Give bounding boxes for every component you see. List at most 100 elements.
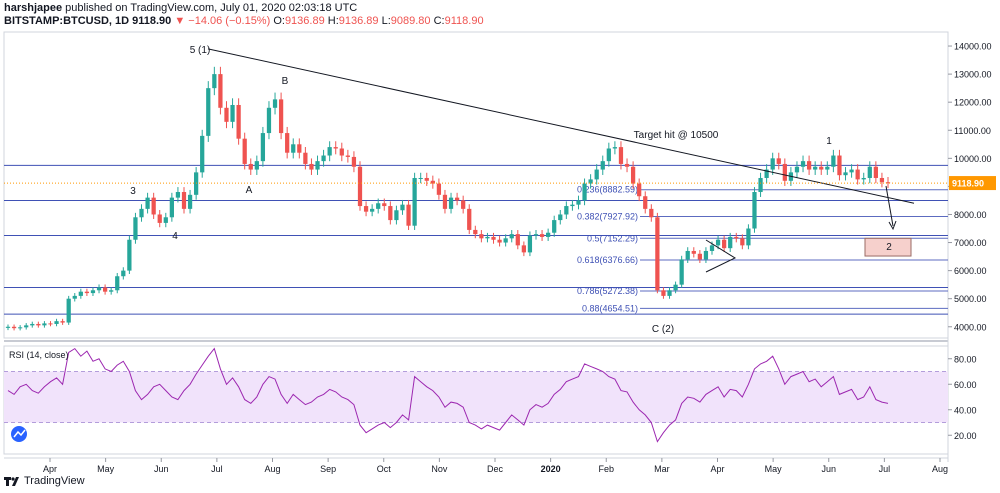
candle-body[interactable] — [546, 232, 551, 237]
candle-body[interactable] — [491, 236, 496, 240]
candle-body[interactable] — [576, 200, 581, 205]
candle-body[interactable] — [388, 206, 393, 221]
candle-body[interactable] — [333, 147, 338, 149]
candle-body[interactable] — [351, 156, 357, 167]
candle-body[interactable] — [691, 250, 696, 254]
candle-body[interactable] — [121, 270, 126, 277]
candle-body[interactable] — [370, 208, 375, 212]
candle-body[interactable] — [624, 163, 630, 167]
candle-body[interactable] — [600, 161, 605, 170]
candle-body[interactable] — [187, 194, 193, 209]
candle-body[interactable] — [303, 152, 308, 164]
candle-body[interactable] — [212, 74, 217, 89]
candle-body[interactable] — [30, 323, 35, 326]
candle-body[interactable] — [661, 290, 666, 296]
candle-body[interactable] — [109, 290, 114, 292]
candle-body[interactable] — [42, 323, 47, 326]
candle-body[interactable] — [740, 238, 745, 246]
candle-body[interactable] — [715, 239, 721, 246]
candle-body[interactable] — [169, 197, 174, 218]
candle-body[interactable] — [588, 179, 593, 184]
candle-body[interactable] — [630, 166, 636, 184]
candle-body[interactable] — [400, 204, 405, 211]
candle-body[interactable] — [509, 234, 514, 239]
triangle-pattern[interactable] — [705, 239, 737, 273]
candle-body[interactable] — [327, 147, 332, 156]
candle-body[interactable] — [254, 161, 259, 170]
candle-body[interactable] — [266, 107, 272, 134]
candle-body[interactable] — [479, 234, 484, 239]
candle-body[interactable] — [819, 166, 824, 170]
target-box[interactable] — [864, 237, 912, 257]
candle-body[interactable] — [357, 166, 363, 207]
candle-body[interactable] — [673, 284, 678, 291]
candle-body[interactable] — [145, 197, 150, 209]
candle-body[interactable] — [54, 321, 59, 324]
candle-body[interactable] — [867, 166, 872, 178]
candle-body[interactable] — [752, 192, 757, 229]
candle-body[interactable] — [5, 326, 11, 328]
candle-body[interactable] — [315, 161, 320, 170]
candle-body[interactable] — [776, 158, 781, 164]
candle-body[interactable] — [200, 135, 205, 173]
candle-body[interactable] — [218, 74, 223, 108]
candle-body[interactable] — [800, 161, 806, 167]
candle-body[interactable] — [782, 163, 787, 181]
candle-body[interactable] — [11, 326, 17, 329]
candle-body[interactable] — [394, 210, 399, 221]
candle-body[interactable] — [18, 327, 23, 329]
candle-body[interactable] — [703, 250, 709, 260]
candle-body[interactable] — [497, 239, 502, 243]
candle-body[interactable] — [84, 291, 90, 294]
candle-body[interactable] — [746, 228, 751, 246]
candle-body[interactable] — [115, 276, 120, 291]
candle-body[interactable] — [442, 194, 448, 209]
candle-body[interactable] — [339, 148, 344, 156]
candle-body[interactable] — [764, 169, 769, 178]
candle-body[interactable] — [709, 245, 715, 251]
candle-body[interactable] — [24, 325, 29, 328]
candle-body[interactable] — [72, 295, 77, 299]
candle-body[interactable] — [48, 323, 53, 325]
candle-body[interactable] — [382, 203, 387, 207]
candle-body[interactable] — [96, 287, 102, 291]
candle-body[interactable] — [376, 203, 381, 209]
candle-body[interactable] — [194, 172, 199, 195]
candle-body[interactable] — [248, 163, 253, 170]
candle-body[interactable] — [612, 147, 618, 149]
candle-body[interactable] — [794, 166, 800, 173]
chart-icon[interactable] — [11, 426, 27, 442]
candle-body[interactable] — [60, 321, 65, 323]
candle-body[interactable] — [515, 234, 520, 246]
candle-body[interactable] — [539, 234, 545, 237]
candle-body[interactable] — [618, 147, 624, 164]
candle-body[interactable] — [260, 133, 266, 162]
candle-body[interactable] — [582, 183, 587, 201]
candle-body[interactable] — [224, 107, 229, 122]
candle-body[interactable] — [175, 192, 181, 198]
candle-body[interactable] — [291, 144, 296, 153]
candle-body[interactable] — [430, 180, 435, 184]
author-name[interactable]: harshjapee — [4, 2, 63, 14]
candle-body[interactable] — [558, 214, 563, 221]
candle-body[interactable] — [734, 236, 739, 239]
candle-body[interactable] — [66, 298, 71, 323]
candle-body[interactable] — [242, 138, 247, 164]
projection-arrow[interactable] — [885, 185, 894, 227]
candle-body[interactable] — [473, 229, 478, 235]
candle-body[interactable] — [133, 217, 138, 240]
candle-body[interactable] — [297, 144, 302, 153]
candle-body[interactable] — [127, 239, 132, 271]
candle-body[interactable] — [649, 208, 654, 218]
candle-body[interactable] — [461, 200, 466, 209]
candle-body[interactable] — [879, 177, 885, 183]
candle-body[interactable] — [272, 99, 278, 108]
candle-body[interactable] — [570, 204, 575, 207]
candle-body[interactable] — [667, 290, 672, 296]
candle-body[interactable] — [230, 104, 235, 122]
trend-line[interactable] — [207, 48, 915, 204]
candle-body[interactable] — [448, 197, 454, 209]
candle-body[interactable] — [843, 172, 848, 176]
candle-body[interactable] — [467, 208, 472, 230]
